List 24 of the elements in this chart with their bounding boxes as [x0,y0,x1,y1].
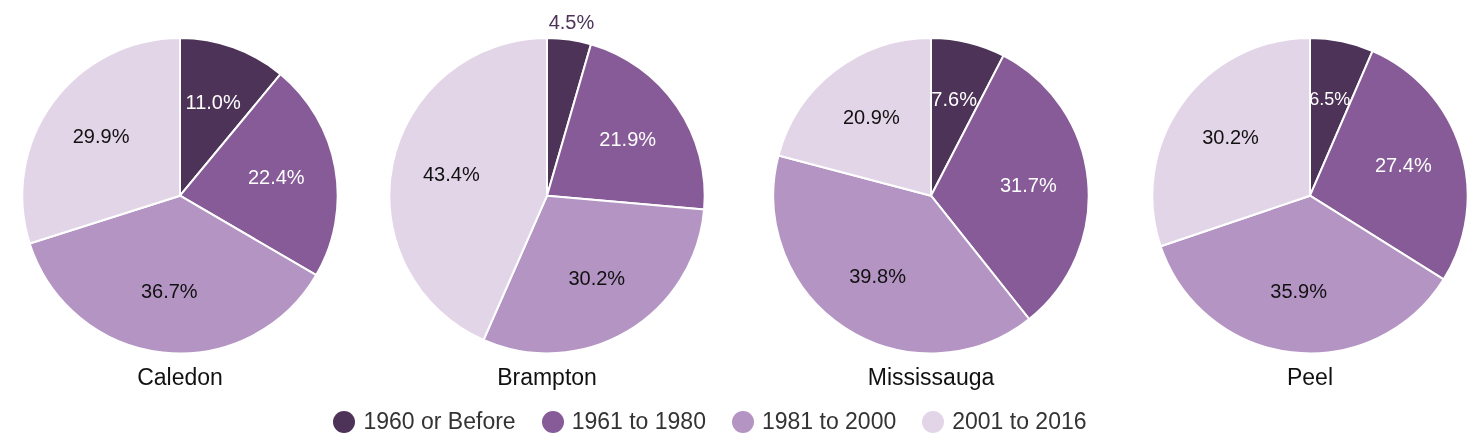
legend-label: 1960 or Before [363,408,516,435]
data-label: 6.5% [1309,88,1351,109]
data-label: 35.9% [1270,280,1328,303]
data-label: 31.7% [999,173,1057,196]
data-label: 22.4% [247,166,305,189]
legend-label: 1981 to 2000 [761,408,897,435]
text: Mississauga [867,363,995,390]
data-label: 11.0% [185,91,241,114]
data-label: 30.2% [568,267,626,290]
data-label: 7.6% [931,88,978,111]
text: Peel [1286,363,1334,390]
text: Caledon [137,363,223,390]
text: Brampton [497,363,597,390]
legend-label: 2001 to 2016 [952,408,1087,435]
data-label: 29.9% [72,125,130,148]
data-label: 20.9% [842,105,900,128]
data-label: 4.5% [548,11,595,34]
legend-label: 1961 to 1980 [571,408,706,435]
data-label: 39.8% [849,265,907,288]
data-label: 21.9% [599,128,657,150]
data-label: 36.7% [140,280,198,303]
data-label: 43.4% [422,163,480,186]
data-label: 30.2% [1202,126,1260,149]
data-label: 27.4% [1375,154,1432,177]
